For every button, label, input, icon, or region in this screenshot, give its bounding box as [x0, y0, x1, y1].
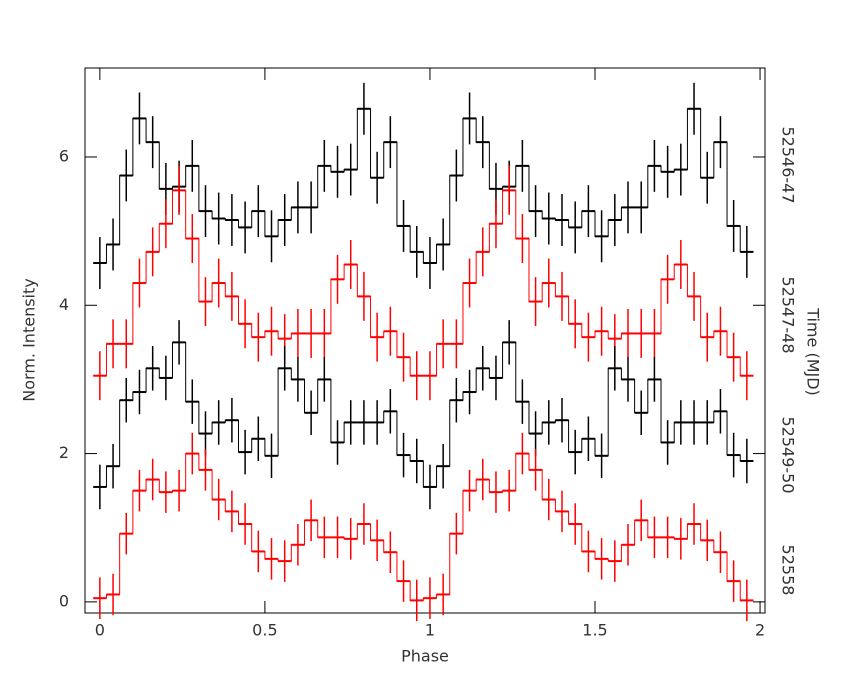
series-label: 52549-50	[779, 416, 798, 493]
x-axis-label: Phase	[401, 647, 449, 666]
series-label: 52546-47	[779, 126, 798, 203]
plot-frame	[84, 67, 766, 614]
y-tick-label: 0	[59, 591, 69, 610]
y-axis-label: Norm. Intensity	[20, 278, 39, 401]
series-label: 52547-48	[779, 276, 798, 353]
y2-axis-label: Time (MJD)	[804, 307, 823, 396]
y-tick-label: 4	[59, 295, 69, 314]
y-tick-label: 6	[59, 146, 69, 165]
x-tick-label: 2	[755, 621, 765, 640]
y-tick-label: 2	[59, 443, 69, 462]
series-label: 52558	[779, 545, 798, 596]
x-tick-label: 1	[425, 621, 435, 640]
x-tick-label: 0	[95, 621, 105, 640]
x-tick-label: 1.5	[582, 621, 607, 640]
step-connector	[93, 341, 754, 488]
x-tick-label: 0.5	[252, 621, 277, 640]
